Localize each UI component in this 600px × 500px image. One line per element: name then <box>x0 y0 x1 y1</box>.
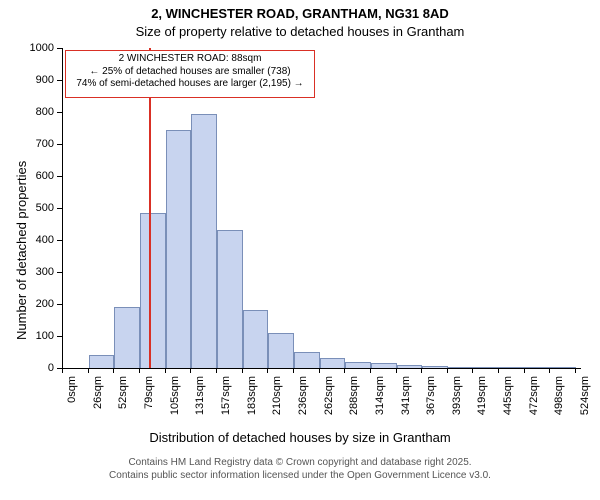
x-tick <box>396 368 397 373</box>
x-tick-label: 498sqm <box>553 376 565 436</box>
y-tick <box>57 144 62 145</box>
x-tick-label: 472sqm <box>528 376 540 436</box>
y-tick-label: 0 <box>0 362 54 374</box>
x-tick <box>62 368 63 373</box>
callout-line-2: ← 25% of detached houses are smaller (73… <box>66 66 314 79</box>
histogram-bar <box>371 363 397 368</box>
y-tick-label: 800 <box>0 106 54 118</box>
x-tick <box>421 368 422 373</box>
y-tick-label: 700 <box>0 138 54 150</box>
histogram-bar <box>345 362 371 368</box>
footer-attribution: Contains HM Land Registry data © Crown c… <box>0 456 600 482</box>
x-tick <box>88 368 89 373</box>
y-tick-label: 1000 <box>0 42 54 54</box>
x-tick-label: 52sqm <box>117 376 129 436</box>
x-tick <box>344 368 345 373</box>
chart-title-main: 2, WINCHESTER ROAD, GRANTHAM, NG31 8AD <box>0 6 600 21</box>
histogram-bar <box>320 358 346 368</box>
x-tick-label: 367sqm <box>425 376 437 436</box>
y-tick-label: 500 <box>0 202 54 214</box>
x-tick-label: 210sqm <box>271 376 283 436</box>
y-tick <box>57 80 62 81</box>
histogram-bar <box>268 333 294 368</box>
histogram-bar <box>140 213 166 368</box>
y-tick <box>57 304 62 305</box>
histogram-bar <box>243 310 269 368</box>
x-tick <box>242 368 243 373</box>
plot-area: 2 WINCHESTER ROAD: 88sqm ← 25% of detach… <box>62 48 581 369</box>
y-tick <box>57 336 62 337</box>
x-tick <box>165 368 166 373</box>
histogram-bar <box>525 367 551 368</box>
footer-line-2: Contains public sector information licen… <box>0 469 600 482</box>
x-tick-label: 79sqm <box>143 376 155 436</box>
histogram-bar <box>550 367 576 368</box>
histogram-bar <box>397 365 423 368</box>
histogram-bar <box>217 230 243 368</box>
x-tick-label: 0sqm <box>66 376 78 436</box>
x-tick <box>113 368 114 373</box>
x-tick <box>524 368 525 373</box>
x-tick-label: 419sqm <box>476 376 488 436</box>
chart-container: 2, WINCHESTER ROAD, GRANTHAM, NG31 8AD S… <box>0 0 600 500</box>
x-tick-label: 262sqm <box>323 376 335 436</box>
y-tick-label: 600 <box>0 170 54 182</box>
x-tick <box>190 368 191 373</box>
y-tick <box>57 48 62 49</box>
y-axis-label: Number of detached properties <box>14 161 29 340</box>
histogram-bar <box>114 307 140 368</box>
x-tick <box>370 368 371 373</box>
x-tick <box>293 368 294 373</box>
histogram-bar <box>294 352 320 368</box>
histogram-bar <box>166 130 192 368</box>
x-tick-label: 393sqm <box>451 376 463 436</box>
callout-line-1: 2 WINCHESTER ROAD: 88sqm <box>66 53 314 66</box>
chart-title-sub: Size of property relative to detached ho… <box>0 24 600 39</box>
histogram-bar <box>473 367 499 368</box>
y-tick <box>57 272 62 273</box>
x-tick-label: 314sqm <box>374 376 386 436</box>
x-tick <box>549 368 550 373</box>
x-tick-label: 183sqm <box>246 376 258 436</box>
x-tick-label: 131sqm <box>194 376 206 436</box>
y-tick-label: 100 <box>0 330 54 342</box>
x-tick <box>447 368 448 373</box>
y-tick-label: 200 <box>0 298 54 310</box>
histogram-bar <box>89 355 115 368</box>
x-tick-label: 445sqm <box>502 376 514 436</box>
x-tick-label: 341sqm <box>400 376 412 436</box>
footer-line-1: Contains HM Land Registry data © Crown c… <box>0 456 600 469</box>
histogram-bar <box>422 366 448 368</box>
x-tick <box>575 368 576 373</box>
x-tick-label: 288sqm <box>348 376 360 436</box>
callout-line-3: 74% of semi-detached houses are larger (… <box>66 78 314 91</box>
histogram-bar <box>191 114 217 368</box>
x-tick-label: 26sqm <box>92 376 104 436</box>
callout-box: 2 WINCHESTER ROAD: 88sqm ← 25% of detach… <box>65 50 315 98</box>
y-tick-label: 900 <box>0 74 54 86</box>
x-tick <box>319 368 320 373</box>
histogram-bar <box>448 367 474 368</box>
x-tick-label: 157sqm <box>220 376 232 436</box>
x-tick-label: 236sqm <box>297 376 309 436</box>
x-tick <box>498 368 499 373</box>
histogram-bar <box>499 367 525 368</box>
y-tick <box>57 112 62 113</box>
x-tick-label: 105sqm <box>169 376 181 436</box>
y-tick-label: 300 <box>0 266 54 278</box>
x-tick <box>472 368 473 373</box>
x-tick <box>216 368 217 373</box>
x-tick <box>139 368 140 373</box>
x-tick <box>267 368 268 373</box>
y-tick-label: 400 <box>0 234 54 246</box>
y-tick <box>57 240 62 241</box>
y-tick <box>57 208 62 209</box>
y-tick <box>57 176 62 177</box>
x-tick-label: 524sqm <box>579 376 591 436</box>
